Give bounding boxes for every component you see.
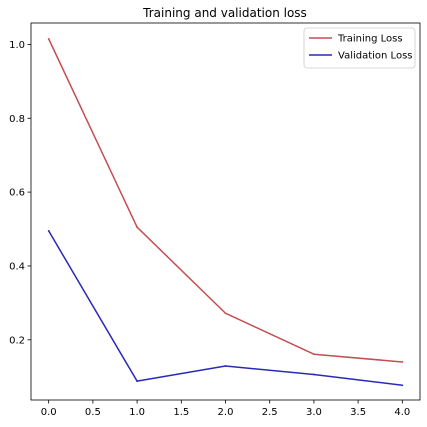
y-tick-label: 0.4 [9,261,25,272]
x-tick-label: 0.0 [41,407,57,418]
legend-label: Validation Loss [338,51,413,62]
y-tick-label: 0.8 [9,114,25,125]
series-layer [47,37,404,387]
data-point [313,353,315,356]
data-point [224,365,227,367]
data-point [47,37,50,40]
x-tick-label: 1.5 [173,407,189,418]
legend-label: Training Loss [337,34,403,45]
x-tick-label: 3.5 [350,407,366,418]
data-point [136,226,138,229]
data-point [224,312,227,315]
x-tick-label: 0.5 [85,407,101,418]
x-tick-label: 2.0 [218,407,234,418]
data-point [47,229,50,232]
chart-title: Training and validation loss [142,6,307,20]
legend-items: Training Loss Validation Loss [309,34,413,62]
y-tick-label: 0.2 [9,335,25,346]
y-tick-label: 1.0 [9,40,25,51]
x-tick-label: 4.0 [394,407,410,418]
x-tick-label: 1.0 [129,407,145,418]
data-point [401,384,404,387]
plot-frame [30,22,421,401]
x-axis-ticks: 0.0 0.5 1.0 1.5 2.0 2.5 3.0 3.5 4.0 [41,400,410,418]
x-tick-label: 3.0 [306,407,322,418]
data-point [401,361,404,363]
y-axis-ticks: 0.2 0.4 0.6 0.8 1.0 [9,40,31,346]
legend: Training Loss Validation Loss [303,27,416,69]
data-point [136,380,138,383]
x-tick-label: 2.5 [262,407,278,418]
series-line-validation-loss [48,230,403,386]
data-point [313,373,315,376]
y-tick-label: 0.6 [9,188,25,199]
